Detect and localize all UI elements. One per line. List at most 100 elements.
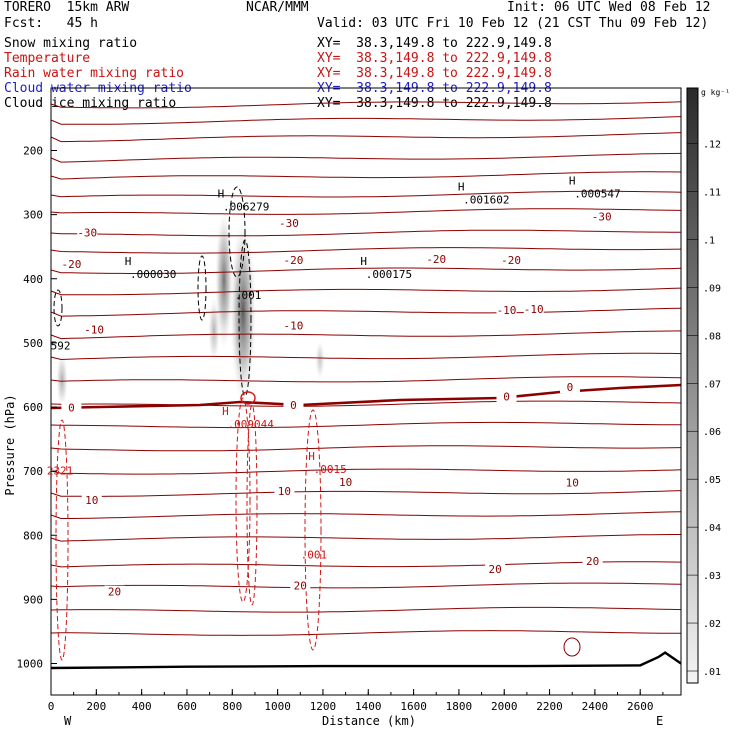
y-tick-label: 400	[23, 273, 43, 286]
valid-time: Valid: 03 UTC Fri 10 Feb 12 (21 CST Thu …	[317, 16, 709, 31]
colorbar-tick-label: .06	[703, 427, 721, 438]
isotherm-label: 20	[108, 586, 121, 599]
y-tick-label: 300	[23, 209, 43, 222]
isotherm-line	[50, 582, 682, 589]
ice-contour	[53, 289, 63, 327]
isotherm-line	[50, 101, 682, 109]
isotherm-label: 20	[489, 563, 502, 576]
ice-shading	[230, 220, 256, 404]
isotherm-label-bg	[485, 563, 506, 576]
isotherm-label-bg	[283, 399, 304, 412]
field-snow-label: Snow mixing ratio	[4, 36, 138, 51]
colorbar: .01 .02 .03 .04 .05 .06 .07 .08 .09 .1 .11 .12 g kg⁻…	[686, 87, 730, 684]
ice-contour	[228, 186, 246, 278]
isotherm-label: 20	[294, 579, 307, 592]
isotherm-line	[50, 330, 682, 340]
colorbar-tick-label: .05	[703, 475, 721, 486]
plot-frame	[50, 87, 682, 696]
colorbar-tick-label: .02	[703, 619, 721, 630]
isotherm-label-bg	[77, 226, 98, 239]
extremum-value: .000175	[366, 268, 412, 281]
colorbar-tick-label: .03	[703, 571, 721, 582]
ice-contour	[197, 255, 207, 321]
isotherm-label-bg	[523, 302, 544, 315]
isotherm-label: -10	[497, 304, 517, 317]
field-snow-xy: XY= 38.3,149.8 to 222.9,149.8	[317, 36, 552, 51]
extremum-mark: H	[569, 174, 576, 187]
extremum-mark: H	[218, 188, 225, 201]
isotherm-label: 10	[566, 477, 579, 490]
isotherm-label-bg	[278, 216, 299, 229]
y-tick-label: 600	[23, 401, 43, 414]
isotherm-label-bg	[562, 476, 583, 489]
colorbar-units: g kg⁻¹	[701, 88, 730, 97]
x-tick-label: 1200	[310, 700, 337, 713]
extremum-mark: H	[308, 450, 315, 463]
isotherm-line	[50, 561, 682, 568]
y-tick-label: 1000	[17, 658, 44, 671]
terrain-layer	[50, 651, 682, 670]
contour-value: 2321	[47, 464, 74, 477]
x-tick-label: 0	[48, 700, 55, 713]
model-title: TORERO 15km ARW	[4, 0, 130, 15]
isotherm-line	[50, 534, 681, 542]
isotherm-line	[50, 376, 682, 383]
isotherm-line	[50, 307, 682, 317]
isotherm-label: -10	[524, 303, 544, 316]
colorbar-tick-label: .09	[703, 283, 721, 294]
mixing-ratio-contours	[53, 186, 581, 661]
extremum-mark: H	[125, 255, 132, 268]
isotherm-line	[50, 445, 682, 452]
isotherm-layer	[50, 101, 682, 636]
colorbar-tick-label: .12	[703, 140, 721, 151]
isotherm-line	[50, 421, 681, 429]
isotherm-label-bg	[283, 254, 304, 267]
warm-pocket-contour	[563, 637, 581, 657]
isotherm-label-bg	[496, 390, 517, 403]
isotherm-label-bg	[61, 401, 82, 414]
x-tick-label: 1400	[355, 700, 382, 713]
field-rain-label: Rain water mixing ratio	[4, 66, 185, 81]
ice-shading	[56, 352, 68, 408]
isotherm-label: -20	[426, 253, 446, 266]
center-label: NCAR/MMM	[246, 0, 309, 15]
x-axis-title: Distance (km)	[322, 714, 416, 728]
isotherm-label: -20	[61, 258, 81, 271]
axes-layer: 0 200 400 600 800 1000 1200 1400 1600 1800 2000 220…	[17, 145, 664, 713]
isotherm-label-bg	[104, 585, 125, 598]
isotherm-label: -30	[592, 211, 612, 224]
colorbar-tick-label: .04	[703, 523, 721, 534]
isotherm-label-bg	[559, 381, 580, 394]
isotherm-label-bg	[591, 210, 612, 223]
isotherm-label-bg	[84, 323, 105, 336]
isotherm-line	[50, 208, 682, 215]
x-tick-label: 800	[222, 700, 242, 713]
ice-shading	[215, 210, 233, 350]
contour-value: .001	[235, 289, 262, 302]
isotherm-line	[50, 229, 681, 237]
isotherm-line	[50, 171, 682, 180]
isotherm-line	[50, 190, 682, 198]
ice-shading	[315, 340, 325, 380]
colorbar-tick-label: .01	[703, 667, 721, 678]
isotherm-label: 0	[503, 391, 510, 404]
y-tick-label: 800	[23, 529, 43, 542]
x-tick-label: 600	[177, 700, 197, 713]
extremum-mark: H	[222, 405, 229, 418]
isotherm-label: -20	[284, 254, 304, 267]
isotherm-label: 0	[567, 381, 574, 394]
isotherm-line	[50, 247, 682, 254]
isotherm-label-bg	[496, 304, 517, 317]
ice-shading-layer	[56, 210, 325, 408]
extremum-value: .001602	[463, 194, 509, 207]
isotherm-label: -10	[284, 320, 304, 333]
isotherm-label-bg	[426, 252, 447, 265]
y-tick-label: 900	[23, 593, 43, 606]
field-temp-label: Temperature	[4, 51, 91, 66]
colorbar-ramp	[686, 87, 699, 684]
contour-value: .001	[301, 548, 328, 561]
isotherm-label: -30	[77, 227, 97, 240]
isotherm-line	[50, 132, 682, 143]
isotherm-line	[50, 116, 682, 125]
